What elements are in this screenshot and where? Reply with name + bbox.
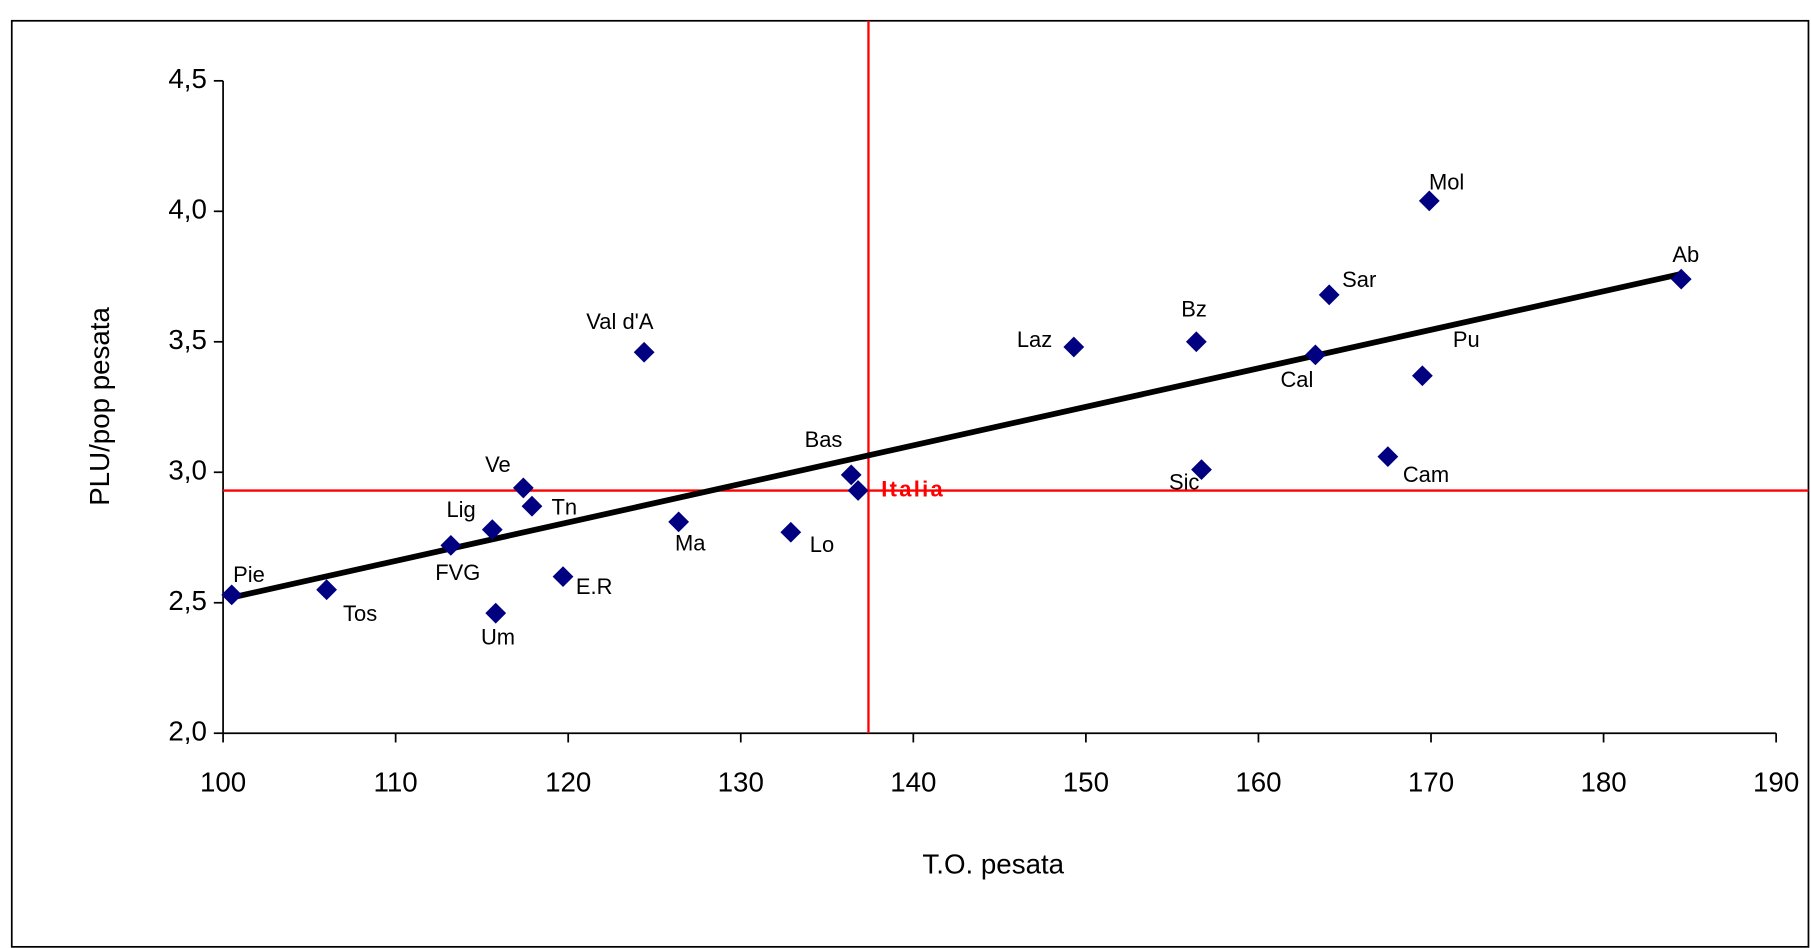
y-tick-label: 3,5 — [168, 324, 207, 355]
point — [316, 579, 338, 601]
x-tick-label: 160 — [1235, 766, 1281, 797]
x-tick-label: 130 — [718, 766, 764, 797]
x-tick-label: 190 — [1753, 766, 1799, 797]
point — [1377, 446, 1399, 468]
chart-frame — [10, 19, 1810, 948]
point — [481, 519, 503, 541]
x-tick-label: 170 — [1408, 766, 1454, 797]
point-label: Tos — [343, 601, 377, 626]
trend-line — [231, 271, 1682, 601]
point-label: Bz — [1181, 296, 1207, 321]
x-tick-label: 150 — [1063, 766, 1109, 797]
point — [1670, 268, 1692, 290]
point-label: Cam — [1403, 462, 1449, 487]
point — [633, 341, 655, 363]
y-tick-label: 2,0 — [168, 716, 207, 747]
point — [221, 584, 243, 606]
point — [668, 511, 690, 533]
y-tick-label: 4,0 — [168, 194, 207, 225]
point-label: Ab — [1672, 242, 1699, 267]
point — [1318, 284, 1340, 306]
x-tick-label: 110 — [374, 766, 418, 797]
point — [847, 480, 869, 501]
point — [780, 521, 802, 543]
point — [1418, 190, 1440, 212]
point-label: Pu — [1453, 327, 1480, 352]
x-tick-label: 120 — [545, 766, 591, 797]
point-label: Pie — [233, 562, 265, 587]
x-tick-label: 140 — [890, 766, 936, 797]
point-label: Cal — [1280, 367, 1313, 392]
point — [521, 495, 543, 517]
point — [1063, 336, 1085, 358]
point — [485, 602, 507, 624]
y-tick-label: 3,0 — [168, 455, 207, 486]
point-label: Ma — [675, 531, 706, 556]
y-tick-label: 2,5 — [168, 585, 207, 616]
point-label: Mol — [1429, 169, 1464, 194]
point — [1305, 344, 1326, 366]
point — [552, 566, 574, 588]
point-label: FVG — [435, 560, 480, 585]
point-label: Sar — [1342, 267, 1376, 292]
point — [840, 464, 862, 486]
point — [440, 534, 462, 556]
point-label: Sic — [1169, 469, 1199, 494]
point-label: Lig — [446, 497, 475, 522]
point — [1185, 331, 1207, 353]
point — [1411, 365, 1433, 387]
point-label: Bas — [805, 427, 843, 452]
point-label: Ve — [485, 452, 511, 477]
point — [1191, 459, 1212, 481]
y-axis-label: PLU/pop pesata — [84, 307, 115, 506]
point-label: Italia — [881, 476, 945, 501]
point — [512, 477, 534, 499]
point-label: Lo — [810, 532, 834, 557]
point-label: Val d'A — [586, 309, 654, 334]
point-label: Um — [481, 624, 515, 649]
point-label: Tn — [551, 494, 577, 519]
point-label: Laz — [1017, 327, 1052, 352]
x-axis-label: T.O. pesata — [922, 848, 1064, 879]
x-tick-label: 100 — [200, 766, 246, 797]
x-tick-label: 180 — [1580, 766, 1626, 797]
point-label: E.R — [576, 574, 613, 599]
y-tick-label: 4,5 — [168, 63, 207, 94]
